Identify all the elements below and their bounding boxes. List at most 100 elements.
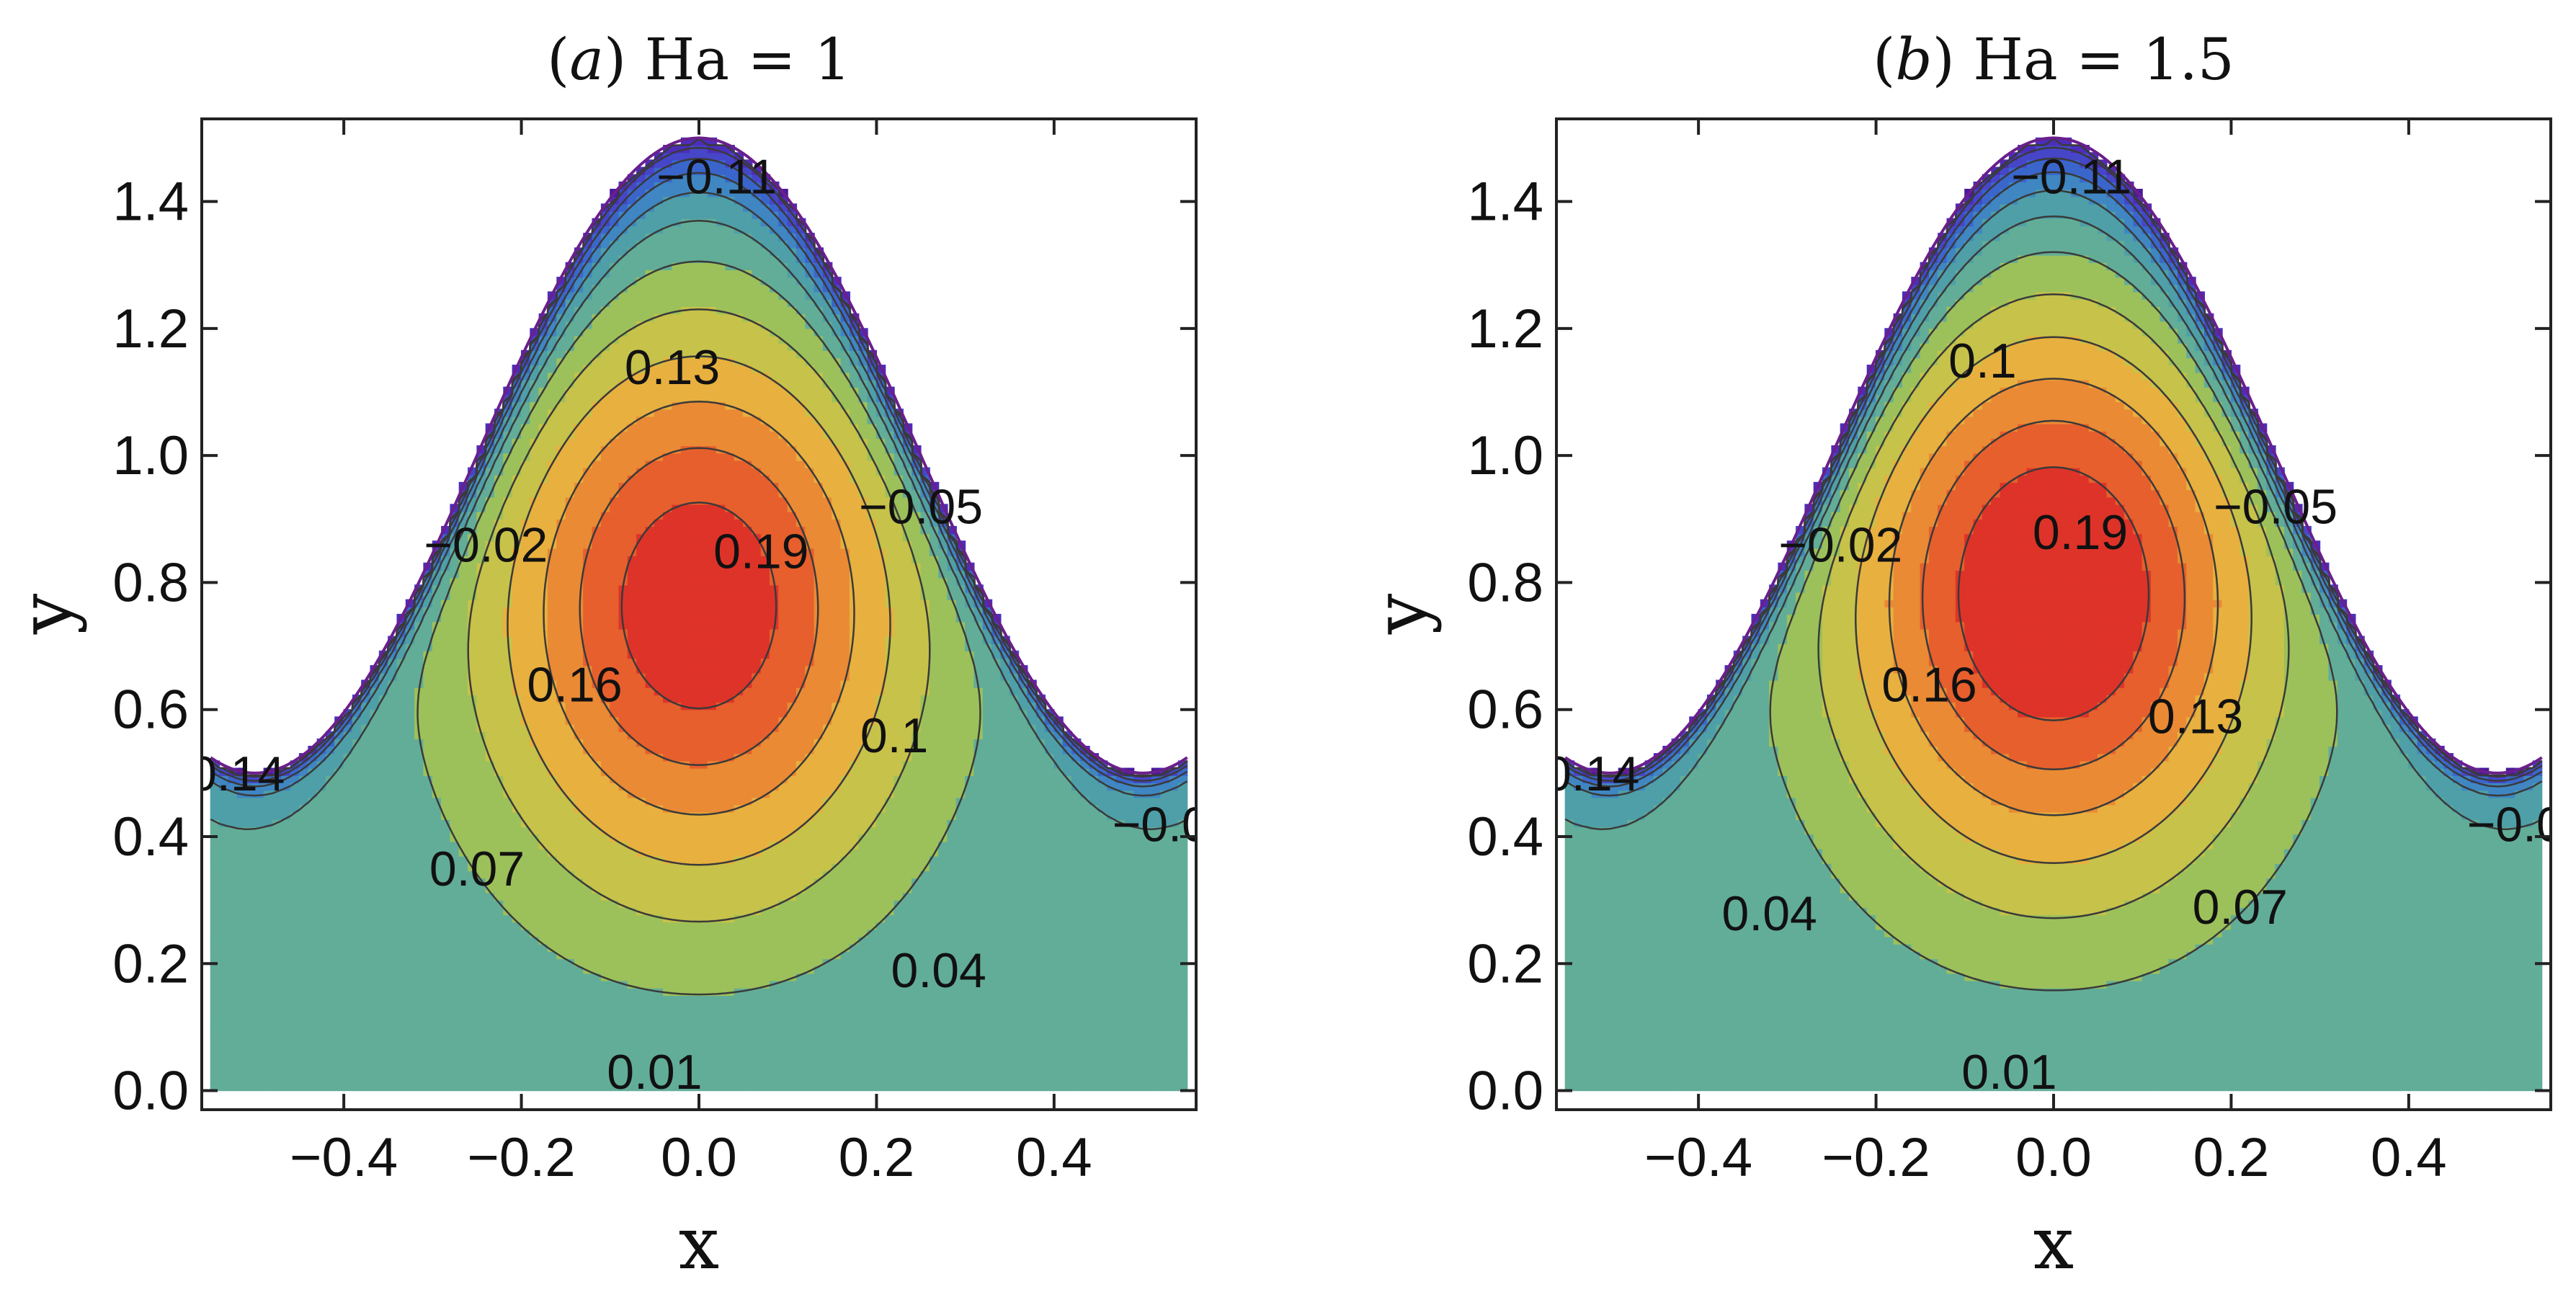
contour-cell [663, 1031, 673, 1040]
contour-cell [592, 592, 602, 600]
contour-cell [512, 504, 522, 512]
contour-cell [503, 885, 513, 894]
contour-cell [246, 914, 256, 923]
contour-cell [538, 819, 549, 828]
contour-cell [316, 1046, 327, 1055]
contour-cell [556, 1075, 566, 1084]
contour-cell [468, 548, 478, 556]
contour-cell [698, 672, 708, 681]
contour-cell [352, 1068, 362, 1077]
contour-cell [538, 562, 549, 571]
contour-cell [610, 342, 620, 351]
contour-cell [627, 233, 638, 241]
contour-cell [636, 760, 646, 769]
contour-cell [530, 1038, 540, 1048]
contour-cell [503, 863, 513, 872]
contour-cell [618, 453, 628, 461]
contour-cell [725, 687, 735, 695]
contour-cell [512, 716, 522, 725]
contour-cell [698, 731, 708, 739]
contour-cell [574, 430, 584, 439]
contour-cell [246, 1038, 256, 1048]
contour-cell [583, 731, 593, 739]
contour-cell [512, 1061, 522, 1069]
contour-cell [707, 321, 718, 329]
contour-cell [610, 1082, 620, 1092]
contour-cell [574, 826, 584, 835]
contour-cell [663, 474, 673, 484]
contour-cell [600, 973, 611, 981]
contour-cell [565, 1024, 576, 1033]
contour-cell [663, 174, 673, 183]
contour-cell [716, 181, 726, 190]
contour-cell [600, 899, 611, 908]
contour-cell [698, 826, 708, 835]
contour-cell [458, 716, 469, 725]
contour-cell [468, 899, 478, 908]
contour-cell [458, 592, 469, 600]
contour-cell [432, 811, 442, 820]
contour-cell [680, 430, 691, 439]
contour-cell [432, 973, 442, 981]
contour-cell [352, 804, 362, 813]
contour-cell [458, 694, 469, 703]
contour-cell [388, 1024, 398, 1033]
contour-cell [707, 834, 718, 842]
contour-cell [654, 628, 664, 637]
contour-cell [690, 1068, 700, 1077]
contour-cell [219, 804, 229, 813]
contour-cell [298, 892, 309, 901]
contour-cell [592, 496, 602, 505]
contour-cell [334, 1010, 344, 1018]
contour-cell [574, 958, 584, 967]
contour-cell [707, 335, 718, 344]
contour-cell [610, 247, 620, 256]
contour-cell [494, 489, 504, 498]
contour-cell [680, 349, 691, 359]
contour-cell [521, 584, 531, 593]
contour-cell [627, 892, 638, 901]
contour-cell [618, 525, 628, 535]
contour-cell [600, 621, 611, 630]
contour-cell [547, 1061, 558, 1069]
contour-cell [707, 657, 718, 667]
contour-cell [458, 811, 469, 820]
contour-cell [494, 525, 504, 535]
contour-cell [378, 701, 389, 710]
contour-cell [583, 973, 593, 981]
contour-cell [370, 738, 380, 747]
contour-cell [600, 1024, 611, 1033]
contour-cell [565, 701, 576, 710]
contour-cell [450, 1053, 460, 1062]
contour-cell [281, 841, 291, 850]
contour-cell [600, 569, 611, 579]
contour-cell [432, 760, 442, 769]
contour-cell [441, 1010, 451, 1018]
contour-cell [530, 914, 540, 923]
contour-cell [370, 906, 380, 916]
contour-cell [672, 240, 682, 249]
contour-cell [690, 1010, 700, 1018]
contour-cell [538, 416, 549, 424]
contour-cell [414, 899, 424, 908]
contour-cell [698, 922, 708, 930]
contour-cell [592, 349, 602, 359]
contour-cell [636, 599, 646, 607]
contour-cell [627, 899, 638, 908]
contour-cell [219, 834, 229, 842]
contour-cell [485, 511, 496, 520]
contour-cell [503, 855, 513, 864]
contour-cell [468, 533, 478, 542]
contour-cell [556, 379, 566, 388]
contour-cell [378, 929, 389, 937]
contour-cell [352, 1082, 362, 1092]
contour-cell [618, 709, 628, 718]
contour-cell [281, 804, 291, 813]
contour-cell [565, 1002, 576, 1011]
contour-cell [583, 430, 593, 439]
contour-cell [547, 636, 558, 644]
contour-cell [627, 453, 638, 461]
contour-cell [405, 767, 416, 776]
contour-cell [361, 760, 371, 769]
